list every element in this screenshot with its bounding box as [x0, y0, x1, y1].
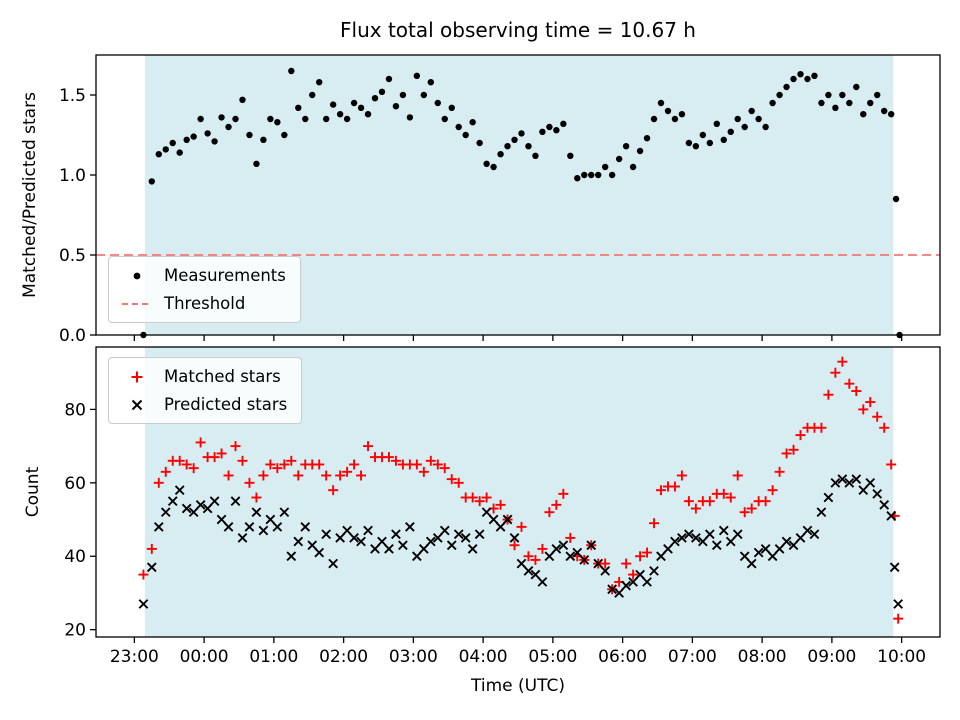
legend-label-matched-stars: Matched stars: [164, 367, 281, 386]
x-tick-label: 02:00: [319, 647, 368, 667]
series-matched-stars: [138, 356, 904, 624]
dashed-line-icon: [122, 302, 152, 305]
series-measurements: [140, 67, 903, 339]
x-tick-label: 00:00: [180, 647, 229, 667]
series-predicted-stars: [138, 474, 904, 609]
y-tick-label: 80: [64, 400, 86, 420]
legend-item-measurements: Measurements: [119, 266, 286, 285]
dot-marker-icon: [133, 272, 141, 279]
legend-item-predicted-stars: Predicted stars: [119, 395, 287, 414]
x-tick-label: 07:00: [668, 647, 717, 667]
x-tick-label: 03:00: [389, 647, 438, 667]
x-tick-label: 23:00: [110, 647, 159, 667]
x-tick-label: 05:00: [528, 647, 577, 667]
legend-label-measurements: Measurements: [164, 266, 286, 285]
y-tick-label: 1.5: [59, 86, 86, 106]
axes-spines: [95, 54, 941, 336]
legend-label-threshold: Threshold: [164, 294, 246, 313]
x-axis-label: Time (UTC): [471, 676, 565, 696]
y-tick-label: 20: [64, 621, 86, 641]
x-tick-label: 06:00: [598, 647, 647, 667]
y-tick-label: 60: [64, 474, 86, 494]
plus-marker-icon: [131, 371, 143, 382]
legend-item-threshold: Threshold: [119, 294, 286, 313]
axes-spines: [95, 346, 941, 638]
x-tick-label: 09:00: [807, 647, 856, 667]
y-tick-label: 40: [64, 547, 86, 567]
legend-item-matched-stars: Matched stars: [119, 367, 287, 386]
y-tick-label: 1.0: [59, 166, 86, 186]
chart-title: Flux total observing time = 10.67 h: [340, 18, 696, 42]
x-tick-label: 10:00: [877, 647, 926, 667]
y-tick-label: 0.0: [59, 326, 86, 346]
x-marker-icon: [131, 399, 143, 410]
x-tick-label: 01:00: [249, 647, 298, 667]
y-tick-label: 0.5: [59, 246, 86, 266]
legend-ratio: Measurements Threshold: [108, 256, 301, 323]
legend-count: Matched stars Predicted stars: [108, 357, 303, 424]
subplot-count: 20 40 60 80 23:00 00:00 01:00 02:00 03:00 04:00 05…: [64, 346, 941, 667]
legend-label-predicted-stars: Predicted stars: [164, 395, 288, 414]
x-tick-label: 08:00: [738, 647, 787, 667]
x-tick-label: 04:00: [459, 647, 508, 667]
